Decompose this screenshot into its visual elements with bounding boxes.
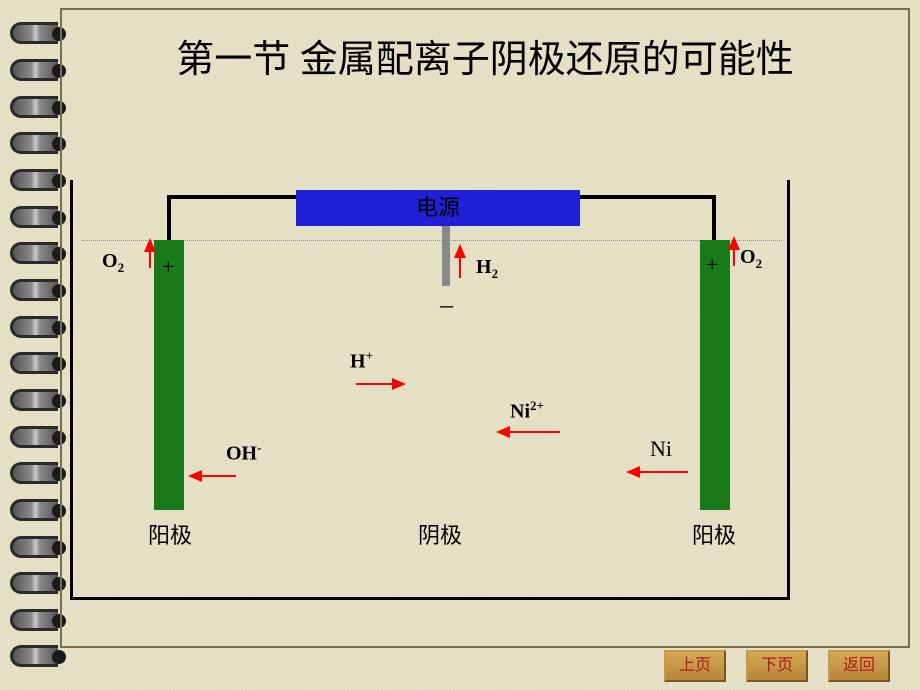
o2-left-label: O2 bbox=[102, 250, 124, 276]
cathode-label: 阴极 bbox=[418, 518, 462, 550]
wire bbox=[580, 195, 716, 199]
oh-minus-label: OH- bbox=[226, 440, 261, 466]
plus-left: + bbox=[162, 254, 174, 280]
wire bbox=[167, 195, 296, 199]
ni-label: Ni bbox=[650, 436, 672, 462]
back-button[interactable]: 返回 bbox=[828, 650, 890, 682]
power-label: 电源 bbox=[416, 195, 460, 220]
o2-right-label: O2 bbox=[740, 246, 762, 272]
right-anode bbox=[700, 240, 730, 510]
cathode bbox=[442, 226, 450, 286]
left-anode-label: 阳极 bbox=[148, 518, 192, 550]
wire bbox=[712, 195, 716, 240]
spiral-binding bbox=[0, 0, 60, 690]
wire bbox=[167, 195, 171, 240]
liquid-line bbox=[82, 240, 782, 241]
right-anode-label: 阳极 bbox=[692, 518, 736, 550]
power-source: 电源 bbox=[296, 190, 580, 226]
h-plus-label: H+ bbox=[350, 348, 373, 374]
minus-center: – bbox=[440, 290, 453, 320]
h2-label: H2 bbox=[476, 256, 498, 282]
next-button[interactable]: 下页 bbox=[746, 650, 808, 682]
plus-right: + bbox=[706, 252, 718, 278]
prev-button[interactable]: 上页 bbox=[664, 650, 726, 682]
ni2-plus-label: Ni2+ bbox=[510, 398, 544, 424]
left-anode bbox=[154, 240, 184, 510]
page-title: 第一节 金属配离子阴极还原的可能性 bbox=[62, 28, 908, 83]
nav-buttons: 上页 下页 返回 bbox=[664, 650, 890, 682]
